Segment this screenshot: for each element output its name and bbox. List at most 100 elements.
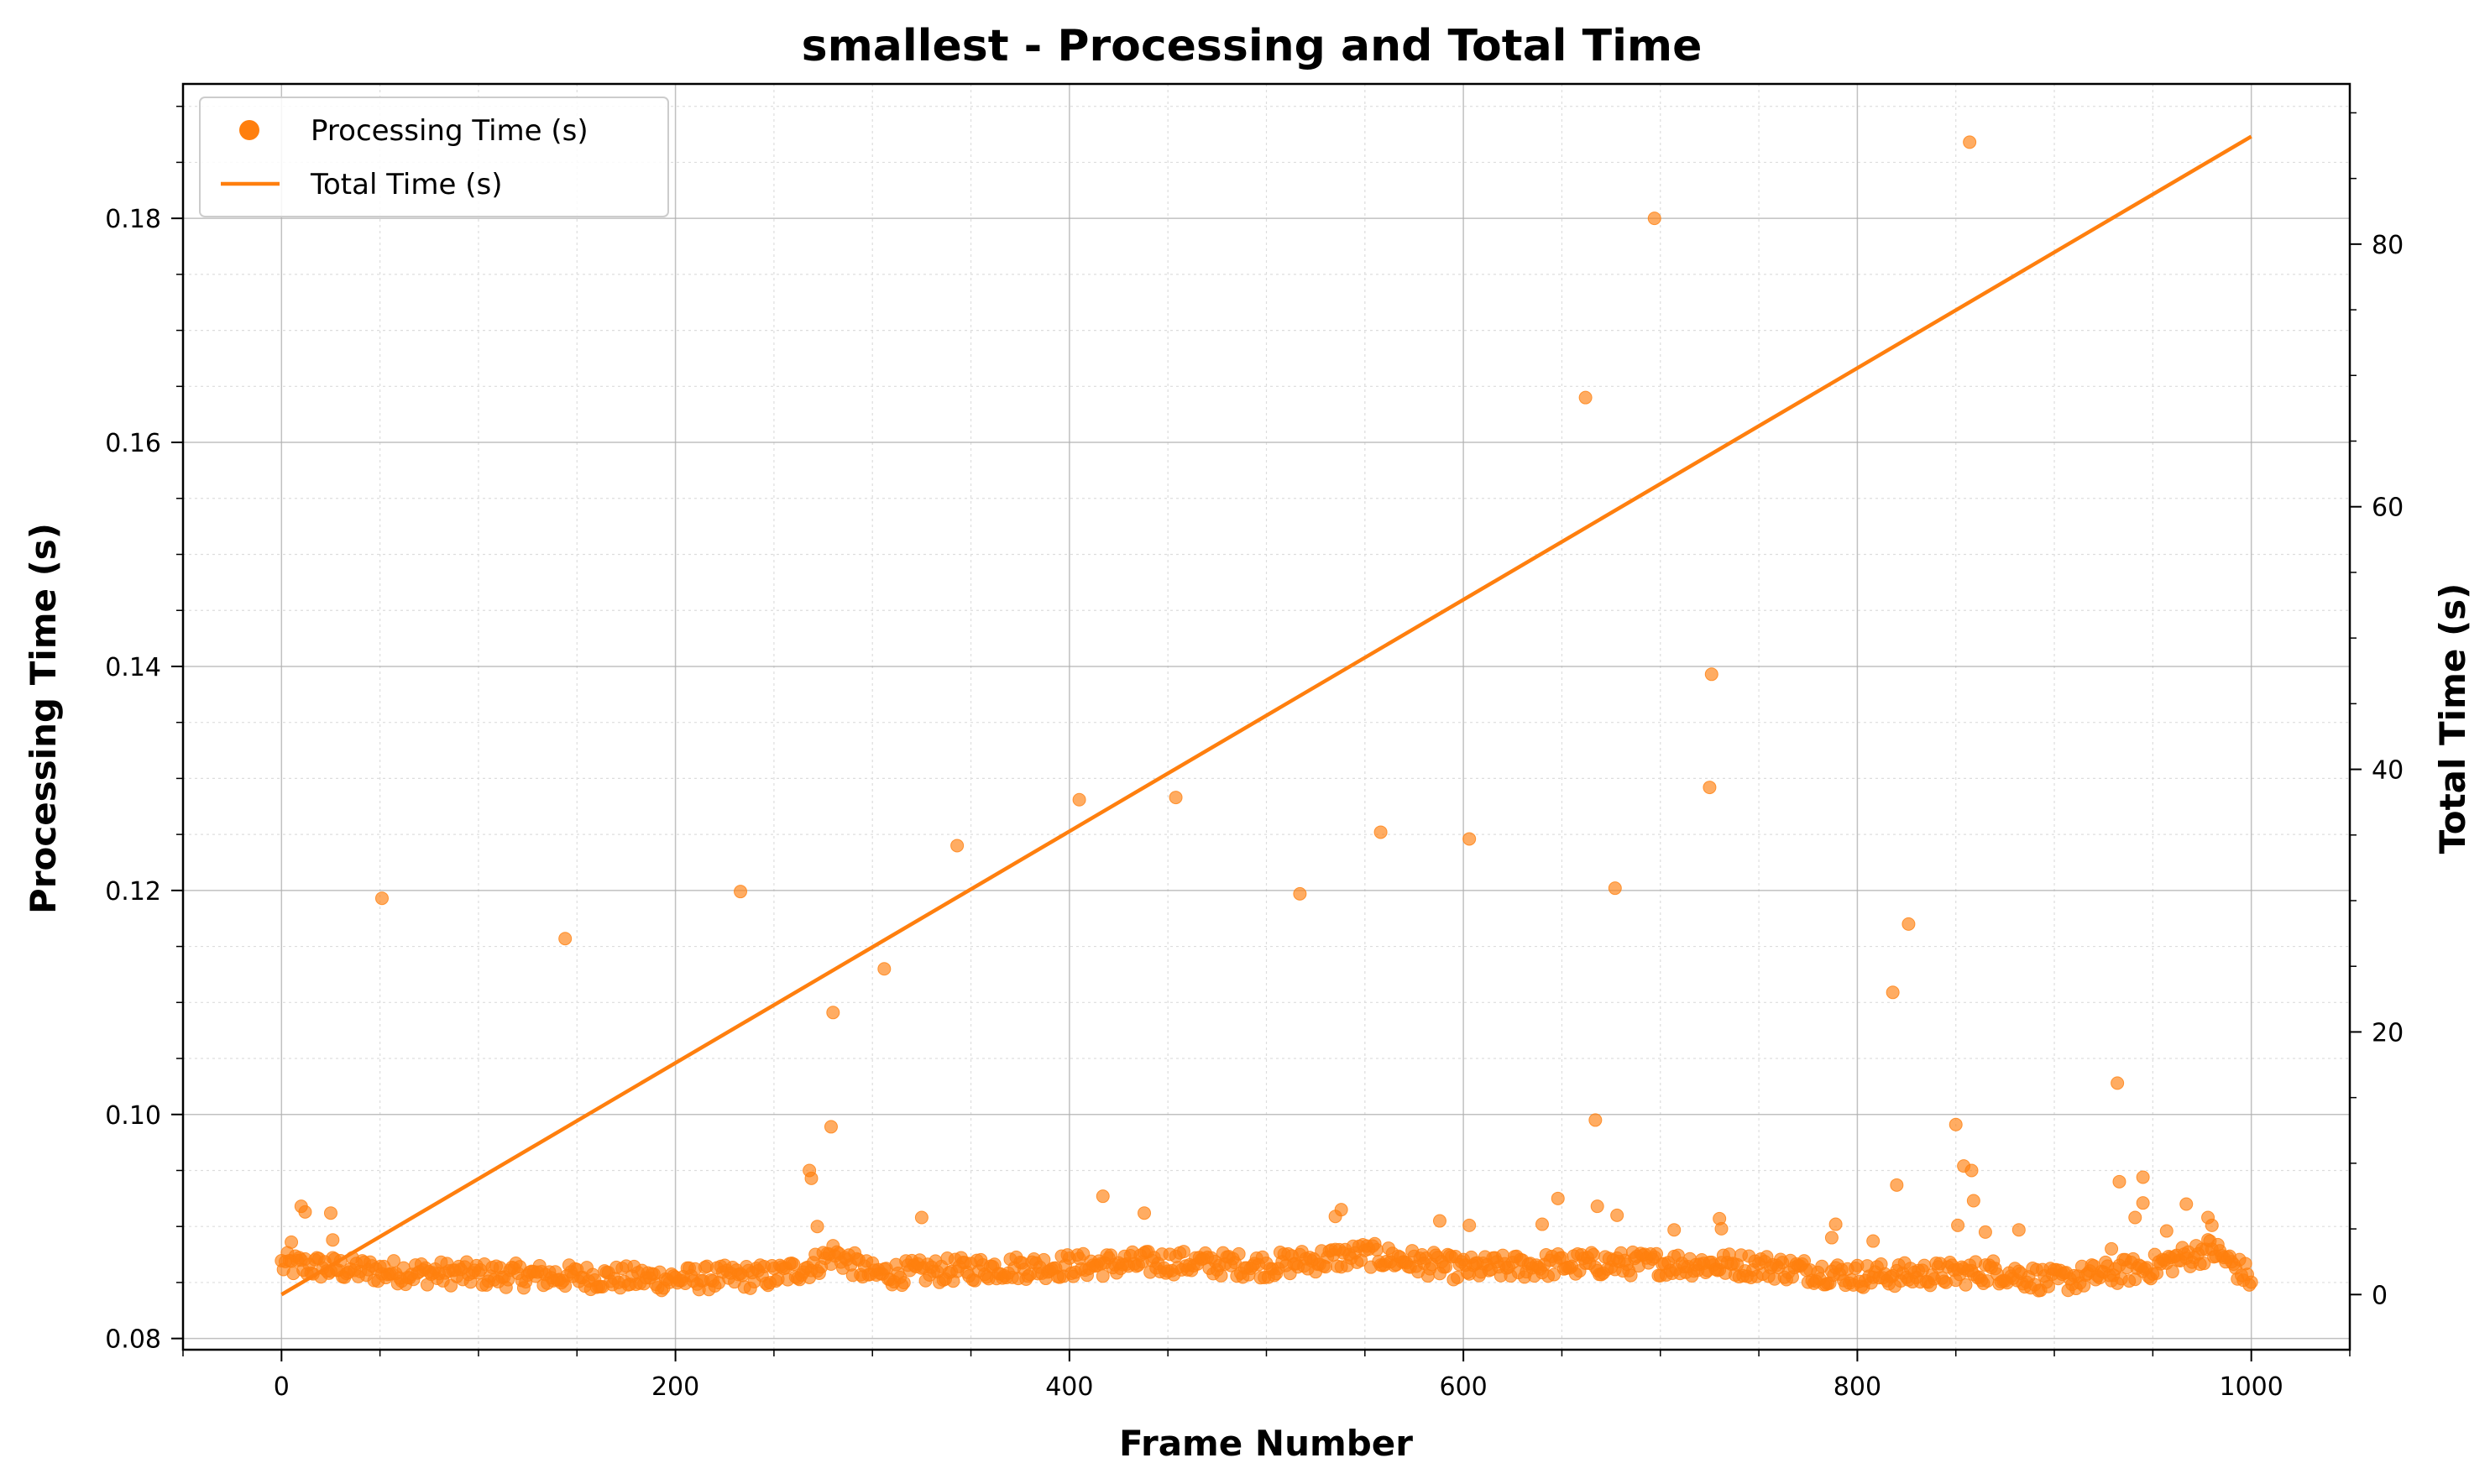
data-point — [323, 1206, 337, 1220]
y-left-tick-label: 0.10 — [105, 1101, 161, 1131]
data-point — [824, 1120, 838, 1134]
y-right-tick-label: 40 — [2372, 756, 2404, 786]
data-point — [804, 1171, 819, 1185]
data-point — [2197, 1257, 2211, 1271]
total-time-line-group — [280, 134, 2252, 1297]
data-point — [1214, 1268, 1228, 1283]
total-time-line — [280, 134, 2252, 1297]
data-point — [2179, 1197, 2194, 1211]
data-point — [1551, 1191, 1565, 1205]
y-left-tick-label: 0.12 — [105, 877, 161, 907]
data-point — [1647, 212, 1661, 226]
y-axis-left-title: Processing Time (s) — [23, 523, 64, 914]
data-point — [1072, 792, 1086, 807]
data-point — [326, 1233, 340, 1247]
data-point — [1966, 1194, 1980, 1208]
y-right-tick-label: 60 — [2372, 494, 2404, 523]
data-point — [2205, 1218, 2219, 1232]
grid — [182, 84, 2351, 1350]
legend-label-processing-time: Processing Time (s) — [311, 114, 588, 148]
data-point — [2111, 1076, 2125, 1090]
data-point — [1373, 825, 1388, 839]
data-point — [1369, 1242, 1384, 1257]
data-point — [1138, 1206, 1152, 1220]
data-point — [2136, 1170, 2150, 1184]
data-point — [2159, 1224, 2174, 1238]
data-point — [1964, 1163, 1979, 1178]
processing-time-points — [275, 135, 2258, 1298]
x-tick-label: 0 — [274, 1372, 290, 1402]
data-point — [1293, 886, 1307, 901]
data-point — [1828, 1217, 1843, 1231]
x-tick-label: 800 — [1833, 1372, 1881, 1402]
data-point — [1624, 1268, 1638, 1283]
data-point — [1232, 1246, 1246, 1261]
x-tick-label: 400 — [1045, 1372, 1093, 1402]
data-point — [1949, 1117, 1963, 1131]
y-left-tick-label: 0.08 — [105, 1325, 161, 1355]
legend: Processing Time (s) Total Time (s) — [199, 97, 669, 217]
data-point — [1703, 781, 1717, 795]
data-point — [1978, 1225, 1992, 1239]
data-point — [1586, 1247, 1600, 1262]
data-point — [826, 1006, 840, 1020]
data-point — [1588, 1113, 1603, 1127]
y-right-tick-label: 80 — [2372, 231, 2404, 260]
data-point — [1169, 791, 1183, 805]
data-point — [1462, 1218, 1477, 1232]
y-right-tick-label: 20 — [2372, 1018, 2404, 1048]
data-point — [1824, 1231, 1839, 1245]
data-point — [1096, 1189, 1110, 1204]
data-point — [1963, 135, 1977, 149]
y-left-tick-label: 0.16 — [105, 429, 161, 458]
data-point — [914, 1210, 929, 1225]
data-point — [1096, 1269, 1110, 1283]
data-point — [897, 1276, 911, 1290]
data-point — [1535, 1217, 1549, 1231]
data-point — [1714, 1221, 1729, 1236]
data-point — [2128, 1210, 2142, 1225]
data-point — [1704, 667, 1718, 682]
y-axis-right-title: Total Time (s) — [2432, 583, 2473, 854]
data-point — [1462, 832, 1477, 846]
data-point — [1432, 1214, 1446, 1228]
x-tick-label: 600 — [1440, 1372, 1488, 1402]
data-point — [558, 932, 573, 946]
data-point — [1890, 1178, 1904, 1192]
data-point — [1578, 390, 1593, 405]
data-point — [2105, 1241, 2119, 1256]
ticks: 0 200 400 600 800 10000.080.100.120.140.160.1… — [105, 105, 2404, 1402]
data-point — [1650, 1246, 1664, 1261]
data-point — [2136, 1196, 2150, 1210]
data-point — [2244, 1275, 2258, 1289]
legend-label-total-time: Total Time (s) — [310, 168, 502, 201]
data-point — [2112, 1174, 2126, 1189]
data-point — [1866, 1234, 1881, 1248]
data-point — [298, 1204, 312, 1219]
data-point — [2011, 1223, 2026, 1237]
data-point — [2042, 1279, 2056, 1293]
y-left-tick-label: 0.14 — [105, 653, 161, 682]
data-point — [1176, 1245, 1190, 1259]
y-left-tick-label: 0.18 — [105, 205, 161, 234]
data-point — [1334, 1203, 1348, 1217]
y-right-tick-label: 0 — [2372, 1281, 2388, 1310]
data-point — [285, 1235, 299, 1249]
data-point — [2165, 1265, 2179, 1279]
data-point — [810, 1220, 824, 1234]
data-point — [877, 962, 892, 976]
x-axis-title: Frame Number — [1119, 1423, 1413, 1464]
legend-marker-processing-time — [239, 120, 259, 140]
x-tick-label: 1000 — [2220, 1372, 2283, 1402]
data-point — [1959, 1278, 1973, 1292]
data-point — [950, 839, 965, 853]
data-point — [1902, 917, 1916, 931]
data-point — [1610, 1208, 1624, 1222]
data-point — [1037, 1252, 1051, 1267]
chart-title: smallest - Processing and Total Time — [802, 21, 1703, 71]
data-point — [1608, 881, 1622, 896]
data-point — [1667, 1223, 1682, 1237]
data-point — [374, 891, 389, 906]
